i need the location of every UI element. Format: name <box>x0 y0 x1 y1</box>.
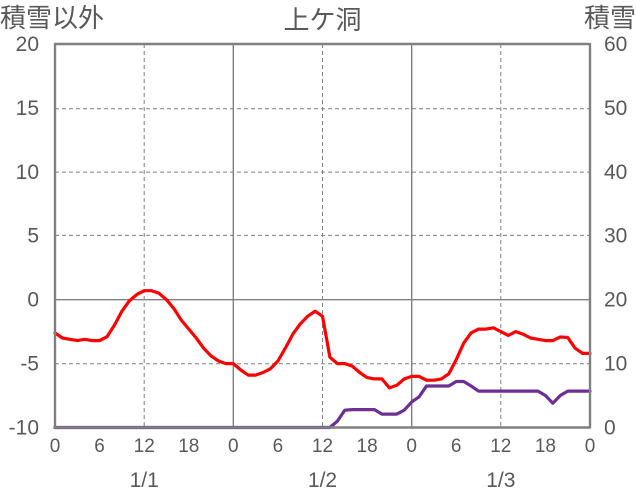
svg-text:6: 6 <box>94 436 105 457</box>
svg-text:0: 0 <box>27 289 39 312</box>
svg-text:12: 12 <box>134 436 155 457</box>
svg-text:10: 10 <box>16 161 39 184</box>
svg-text:1/2: 1/2 <box>308 469 337 492</box>
svg-text:10: 10 <box>604 353 627 376</box>
svg-text:18: 18 <box>178 436 199 457</box>
svg-text:12: 12 <box>490 436 511 457</box>
svg-text:18: 18 <box>535 436 556 457</box>
svg-text:1/1: 1/1 <box>130 469 159 492</box>
svg-text:積雪: 積雪 <box>584 3 636 33</box>
svg-text:18: 18 <box>357 436 378 457</box>
svg-text:1/3: 1/3 <box>486 469 515 492</box>
svg-text:-10: -10 <box>9 416 39 439</box>
svg-text:0: 0 <box>50 436 61 457</box>
svg-text:5: 5 <box>27 225 39 248</box>
svg-text:積雪以外: 積雪以外 <box>0 3 104 33</box>
svg-text:6: 6 <box>273 436 284 457</box>
svg-text:上ケ洞: 上ケ洞 <box>283 5 361 35</box>
svg-text:0: 0 <box>585 436 596 457</box>
svg-text:0: 0 <box>604 416 616 439</box>
svg-text:20: 20 <box>16 33 39 56</box>
svg-text:12: 12 <box>312 436 333 457</box>
svg-text:30: 30 <box>604 225 627 248</box>
svg-text:0: 0 <box>406 436 417 457</box>
svg-text:40: 40 <box>604 161 627 184</box>
svg-text:6: 6 <box>451 436 462 457</box>
svg-text:60: 60 <box>604 33 627 56</box>
svg-text:20: 20 <box>604 289 627 312</box>
svg-text:50: 50 <box>604 97 627 120</box>
svg-text:15: 15 <box>16 97 39 120</box>
svg-text:-5: -5 <box>20 353 39 376</box>
svg-text:0: 0 <box>228 436 239 457</box>
